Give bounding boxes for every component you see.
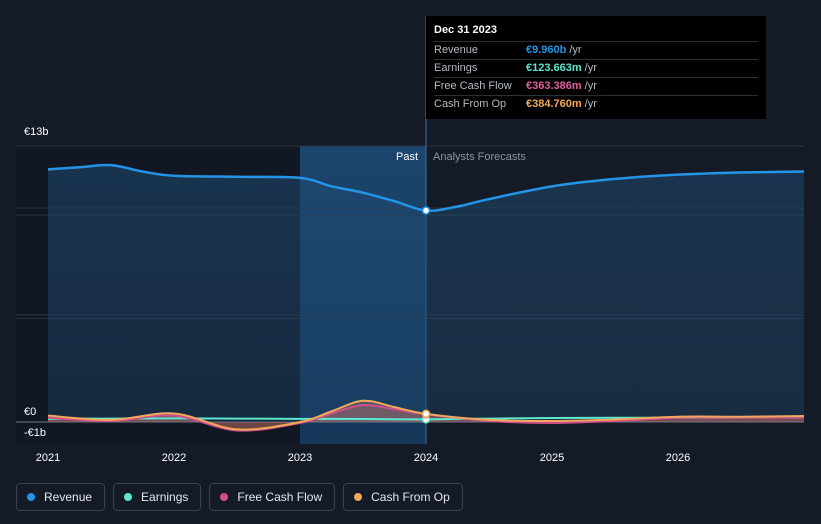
tooltip-value: €384.760m: [526, 98, 582, 110]
data-point-cash-from-op: [421, 409, 431, 419]
series-line-free-cash-flow: [47, 403, 805, 432]
legend-dot-icon: [27, 493, 35, 501]
tooltip-unit: /yr: [584, 98, 597, 110]
legend-item-free-cash-flow[interactable]: Free Cash Flow: [209, 483, 336, 511]
legend-item-cash-from-op[interactable]: Cash From Op: [343, 483, 463, 511]
legend-item-revenue[interactable]: Revenue: [16, 483, 106, 511]
tooltip-unit: /yr: [569, 44, 582, 56]
tooltip-row-earnings: Earnings €123.663m /yr: [434, 59, 758, 77]
legend-label: Revenue: [44, 490, 93, 504]
tooltip-value: €9.960b: [526, 44, 567, 56]
x-axis-tick-label: 2024: [414, 452, 438, 464]
tooltip: Dec 31 2023 Revenue €9.960b /yr Earnings…: [426, 16, 766, 119]
legend-label: Earnings: [141, 490, 189, 504]
forecast-label: Analysts Forecasts: [433, 151, 526, 163]
tooltip-label: Earnings: [434, 62, 478, 74]
tooltip-label: Free Cash Flow: [434, 80, 512, 92]
tooltip-date: Dec 31 2023: [434, 24, 497, 36]
y-axis-label-zero: €0: [24, 406, 36, 418]
series-line-revenue: [47, 163, 805, 212]
tooltip-unit: /yr: [584, 80, 597, 92]
x-axis-tick-label: 2023: [288, 452, 312, 464]
legend-dot-icon: [220, 493, 229, 501]
tooltip-row-free-cash-flow: Free Cash Flow €363.386m /yr: [434, 77, 758, 95]
legend-label: Free Cash Flow: [237, 490, 323, 504]
tooltip-unit: /yr: [584, 62, 597, 74]
legend-dot-icon: [354, 493, 363, 501]
revenue-area: [48, 164, 804, 422]
y-axis-label-bottom: -€1b: [24, 427, 46, 439]
tooltip-value: €123.663m: [526, 62, 582, 74]
y-axis-label-top: €13b: [24, 126, 48, 138]
series-line-cash-from-op: [47, 399, 805, 431]
legend-label: Cash From Op: [371, 490, 450, 504]
legend-dot-icon: [124, 493, 133, 501]
x-axis-tick-label: 2021: [36, 452, 60, 464]
tooltip-row-cash-from-op: Cash From Op €384.760m /yr: [434, 95, 758, 113]
legend-item-earnings[interactable]: Earnings: [113, 483, 202, 511]
tooltip-value: €363.386m: [526, 80, 582, 92]
tooltip-row-revenue: Revenue €9.960b /yr: [434, 41, 758, 59]
x-axis-tick-label: 2022: [162, 452, 186, 464]
tooltip-label: Revenue: [434, 44, 479, 56]
past-label: Past: [396, 151, 418, 163]
x-axis-tick-label: 2025: [540, 452, 564, 464]
data-point-revenue: [421, 206, 431, 215]
legend: Revenue Earnings Free Cash Flow Cash Fro…: [16, 483, 463, 511]
x-axis-tick-label: 2026: [666, 452, 690, 464]
tooltip-label: Cash From Op: [434, 98, 507, 110]
